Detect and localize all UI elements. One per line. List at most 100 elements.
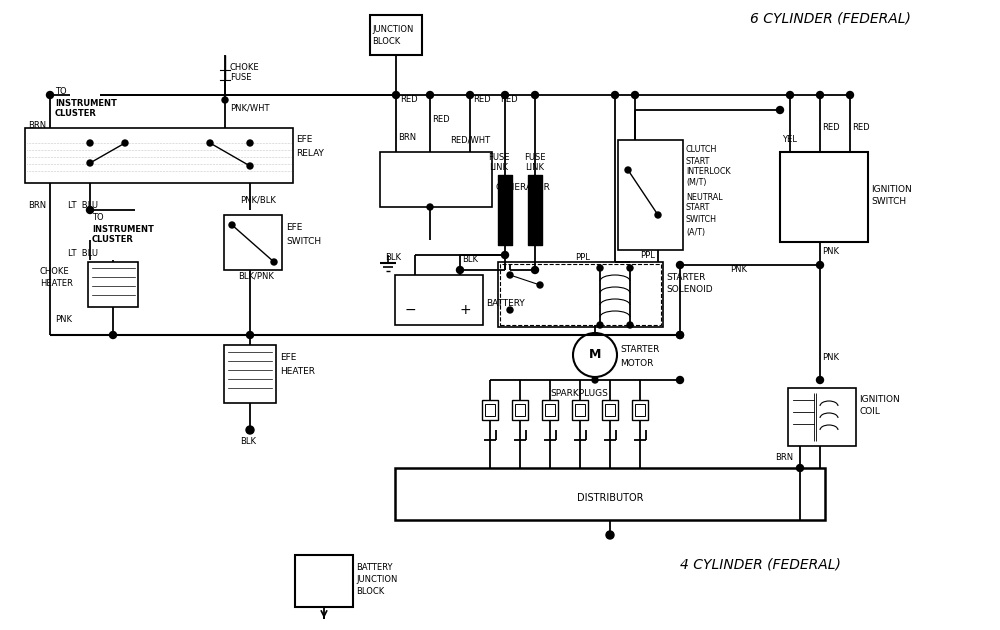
Circle shape: [676, 261, 684, 268]
Text: BRN: BRN: [775, 454, 793, 462]
Circle shape: [110, 331, 116, 338]
Text: PNK: PNK: [55, 316, 72, 324]
Text: BATTERY: BATTERY: [486, 299, 525, 307]
Text: INSTRUMENT: INSTRUMENT: [92, 224, 154, 234]
Circle shape: [87, 140, 93, 146]
Bar: [605, 404, 615, 416]
Text: PNK: PNK: [822, 248, 839, 256]
Text: BLK: BLK: [462, 256, 478, 265]
Text: SWITCH: SWITCH: [286, 236, 321, 246]
Bar: [370, 15, 422, 55]
Text: PPL: PPL: [640, 251, 655, 260]
Circle shape: [271, 259, 277, 265]
Circle shape: [207, 140, 213, 146]
Text: RED: RED: [822, 123, 840, 132]
Text: RED/WHT: RED/WHT: [450, 135, 490, 144]
Text: JUNCTION: JUNCTION: [356, 575, 397, 583]
Text: EFE: EFE: [296, 135, 312, 144]
Text: BRN: BRN: [28, 200, 46, 210]
Text: CHOKE: CHOKE: [40, 268, 70, 277]
Circle shape: [597, 265, 603, 271]
Bar: [88, 262, 138, 307]
Text: EFE: EFE: [280, 353, 296, 362]
Text: COIL: COIL: [859, 408, 880, 416]
Circle shape: [87, 207, 94, 214]
Circle shape: [597, 322, 603, 328]
Bar: [788, 388, 856, 446]
Text: CHOKE: CHOKE: [230, 64, 260, 72]
Text: TO: TO: [92, 214, 104, 222]
Circle shape: [816, 377, 824, 384]
Text: FUSE: FUSE: [230, 74, 252, 83]
Text: BRN: BRN: [398, 134, 416, 142]
Text: SOLENOID: SOLENOID: [666, 285, 713, 294]
Text: RED: RED: [500, 96, 518, 105]
Text: CLUSTER: CLUSTER: [55, 110, 97, 118]
Circle shape: [676, 377, 684, 384]
Text: FUSE: FUSE: [524, 152, 546, 161]
Bar: [224, 345, 276, 403]
Circle shape: [392, 91, 400, 98]
Circle shape: [676, 331, 684, 338]
Bar: [512, 400, 528, 420]
Bar: [542, 400, 558, 420]
Text: INSTRUMENT: INSTRUMENT: [55, 98, 117, 108]
Text: GENERATOR: GENERATOR: [495, 183, 550, 192]
Bar: [482, 400, 498, 420]
Text: LINK: LINK: [526, 164, 544, 173]
Circle shape: [507, 272, 513, 278]
Circle shape: [87, 160, 93, 166]
Text: IGNITION: IGNITION: [871, 185, 912, 195]
Circle shape: [246, 426, 254, 434]
Text: CLUTCH: CLUTCH: [686, 146, 717, 154]
Text: 6 CYLINDER (FEDERAL): 6 CYLINDER (FEDERAL): [750, 11, 910, 25]
Circle shape: [846, 91, 854, 98]
Text: SPARKPLUGS: SPARKPLUGS: [550, 389, 608, 398]
Text: SWITCH: SWITCH: [871, 197, 906, 207]
Text: YEL: YEL: [782, 135, 797, 144]
Text: SWITCH: SWITCH: [686, 214, 717, 224]
Text: RED: RED: [400, 96, 418, 105]
Text: PNK: PNK: [822, 353, 839, 362]
Text: (A/T): (A/T): [686, 227, 705, 236]
Circle shape: [456, 266, 464, 273]
Circle shape: [655, 212, 661, 218]
Circle shape: [247, 140, 253, 146]
Text: BLK: BLK: [240, 437, 256, 447]
Bar: [602, 400, 618, 420]
Bar: [295, 555, 353, 607]
Text: BLK: BLK: [385, 253, 401, 263]
Bar: [380, 152, 492, 207]
Text: LT  BLU: LT BLU: [68, 200, 98, 210]
Bar: [575, 404, 585, 416]
Circle shape: [246, 331, 254, 338]
Circle shape: [502, 91, 509, 98]
Bar: [25, 128, 293, 183]
Circle shape: [627, 265, 633, 271]
Text: PNK/BLK: PNK/BLK: [240, 195, 276, 205]
Text: DISTRIBUTOR: DISTRIBUTOR: [577, 493, 643, 503]
Text: CLUSTER: CLUSTER: [92, 236, 134, 244]
Text: PNK/WHT: PNK/WHT: [230, 103, 270, 113]
Circle shape: [776, 106, 784, 113]
Circle shape: [796, 464, 804, 471]
Circle shape: [426, 91, 434, 98]
Text: STARTER: STARTER: [620, 345, 659, 355]
Circle shape: [532, 266, 538, 273]
Text: START: START: [686, 203, 710, 212]
Text: INTERLOCK: INTERLOCK: [686, 168, 731, 176]
Text: HEATER: HEATER: [40, 278, 73, 287]
Circle shape: [625, 167, 631, 173]
Text: IGNITION: IGNITION: [859, 396, 900, 404]
Text: BRN: BRN: [28, 120, 46, 130]
Text: START: START: [686, 156, 710, 166]
Text: BLOCK: BLOCK: [372, 38, 400, 47]
Circle shape: [46, 91, 54, 98]
Circle shape: [532, 91, 538, 98]
Bar: [224, 215, 282, 270]
Text: M: M: [589, 348, 601, 362]
Text: STARTER: STARTER: [666, 273, 705, 282]
Circle shape: [537, 282, 543, 288]
Bar: [395, 468, 825, 520]
Circle shape: [592, 377, 598, 383]
